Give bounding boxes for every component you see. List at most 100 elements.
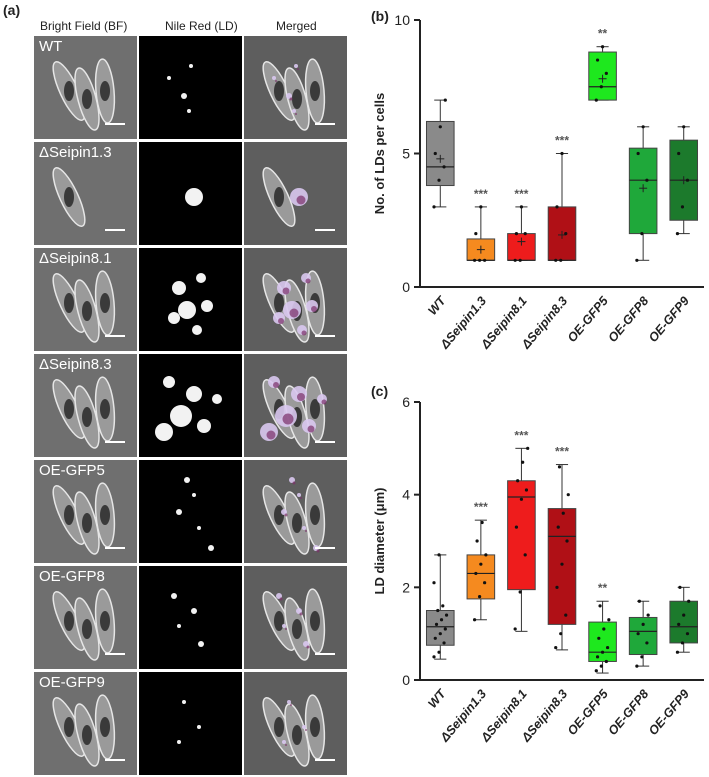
box-iqr — [425, 610, 455, 646]
data-point — [437, 178, 441, 182]
data-point — [432, 655, 436, 659]
scale-bar — [315, 229, 335, 231]
data-point — [566, 493, 570, 497]
row-label-delta-seipin8-1: ΔSeipin8.1 — [39, 250, 112, 267]
data-point — [483, 258, 487, 262]
data-point — [680, 641, 685, 645]
data-point — [641, 622, 645, 626]
data-point — [685, 178, 690, 182]
scale-bar — [105, 759, 125, 761]
significance-label: *** — [514, 428, 528, 442]
scale-bar — [315, 335, 335, 337]
box-delta-seipin8-3 — [547, 464, 577, 651]
box-delta-seipin1-3 — [466, 205, 496, 262]
column-header-nile-red: Nile Red (LD) — [165, 19, 238, 33]
data-point — [479, 562, 483, 566]
data-point — [594, 98, 598, 102]
box-delta-seipin8-1 — [507, 446, 536, 632]
box-oe-gfp8 — [628, 125, 658, 262]
data-point — [607, 618, 611, 622]
data-point — [518, 590, 522, 594]
box-iqr — [507, 233, 536, 261]
data-point — [555, 585, 559, 589]
data-point — [434, 622, 439, 626]
data-point — [555, 205, 559, 209]
data-point — [595, 58, 600, 62]
data-point — [433, 151, 437, 156]
significance-label: ** — [598, 27, 608, 41]
y-tick-label: 0 — [402, 672, 410, 688]
micrograph-bf-oe-gfp9: OE-GFP9 — [34, 672, 137, 775]
data-point — [641, 125, 645, 129]
data-point — [523, 553, 527, 557]
data-point — [635, 258, 639, 262]
micrograph-merged-wt — [244, 36, 347, 139]
data-point — [564, 232, 568, 236]
data-point — [559, 258, 563, 262]
y-tick-label: 4 — [402, 487, 410, 503]
data-point — [480, 520, 484, 525]
data-point — [472, 618, 477, 622]
data-point — [687, 599, 691, 603]
data-point — [602, 627, 606, 631]
data-point — [604, 71, 608, 75]
micrograph-bf-delta-seipin8-3: ΔSeipin8.3 — [34, 354, 137, 457]
data-point — [437, 650, 441, 654]
micrograph-bf-delta-seipin1-3: ΔSeipin1.3 — [34, 142, 137, 245]
data-point — [526, 446, 530, 450]
scale-bar — [315, 441, 335, 443]
data-point — [518, 258, 522, 262]
box-iqr — [669, 600, 699, 644]
data-point — [600, 45, 605, 49]
x-tick-label: OE-GFP8 — [605, 687, 651, 738]
data-point — [599, 664, 603, 668]
data-point — [474, 232, 478, 236]
data-point — [554, 258, 558, 262]
data-point — [678, 585, 682, 589]
row-label-oe-gfp8: OE-GFP8 — [39, 568, 105, 585]
x-tick-label: OE-GFP9 — [646, 294, 692, 345]
scale-bar — [105, 335, 125, 337]
data-point — [443, 627, 447, 631]
data-point — [438, 125, 442, 129]
micrograph-bf-wt: WT — [34, 36, 137, 139]
panel-a-letter: (a) — [3, 2, 21, 18]
significance-label: *** — [474, 187, 488, 201]
data-point — [478, 595, 482, 599]
data-point — [479, 205, 483, 209]
micrograph-nile-red-oe-gfp5 — [139, 460, 242, 563]
data-point — [677, 151, 681, 156]
micrograph-bf-delta-seipin8-1: ΔSeipin8.1 — [34, 248, 137, 351]
data-point — [677, 622, 681, 626]
data-point — [565, 539, 569, 543]
data-point — [599, 85, 603, 89]
data-point — [437, 553, 441, 557]
data-point — [640, 232, 644, 236]
y-axis-label: LD diameter (μm) — [372, 488, 387, 595]
y-tick-label: 6 — [402, 394, 410, 410]
x-tick-label: OE-GFP5 — [565, 293, 612, 345]
data-point — [474, 571, 478, 576]
micrograph-nile-red-delta-seipin8-1 — [139, 248, 242, 351]
data-point — [675, 232, 680, 236]
data-point — [680, 205, 685, 209]
data-point — [516, 479, 520, 483]
data-point — [519, 205, 524, 209]
column-header-bright-field: Bright Field (BF) — [40, 19, 128, 33]
box-iqr — [547, 508, 577, 625]
data-point — [675, 650, 680, 654]
y-tick-label: 0 — [402, 279, 410, 295]
data-point — [443, 98, 447, 102]
data-point — [524, 488, 529, 492]
scale-bar — [105, 123, 125, 125]
data-point — [597, 636, 601, 640]
x-tick-label: OE-GFP9 — [646, 687, 692, 738]
data-point — [556, 525, 560, 529]
micrograph-bf-oe-gfp8: OE-GFP8 — [34, 566, 137, 669]
micrograph-bf-oe-gfp5: OE-GFP5 — [34, 460, 137, 563]
box-oe-gfp9 — [669, 585, 699, 654]
scale-bar — [105, 229, 125, 231]
box-wt — [425, 98, 455, 209]
